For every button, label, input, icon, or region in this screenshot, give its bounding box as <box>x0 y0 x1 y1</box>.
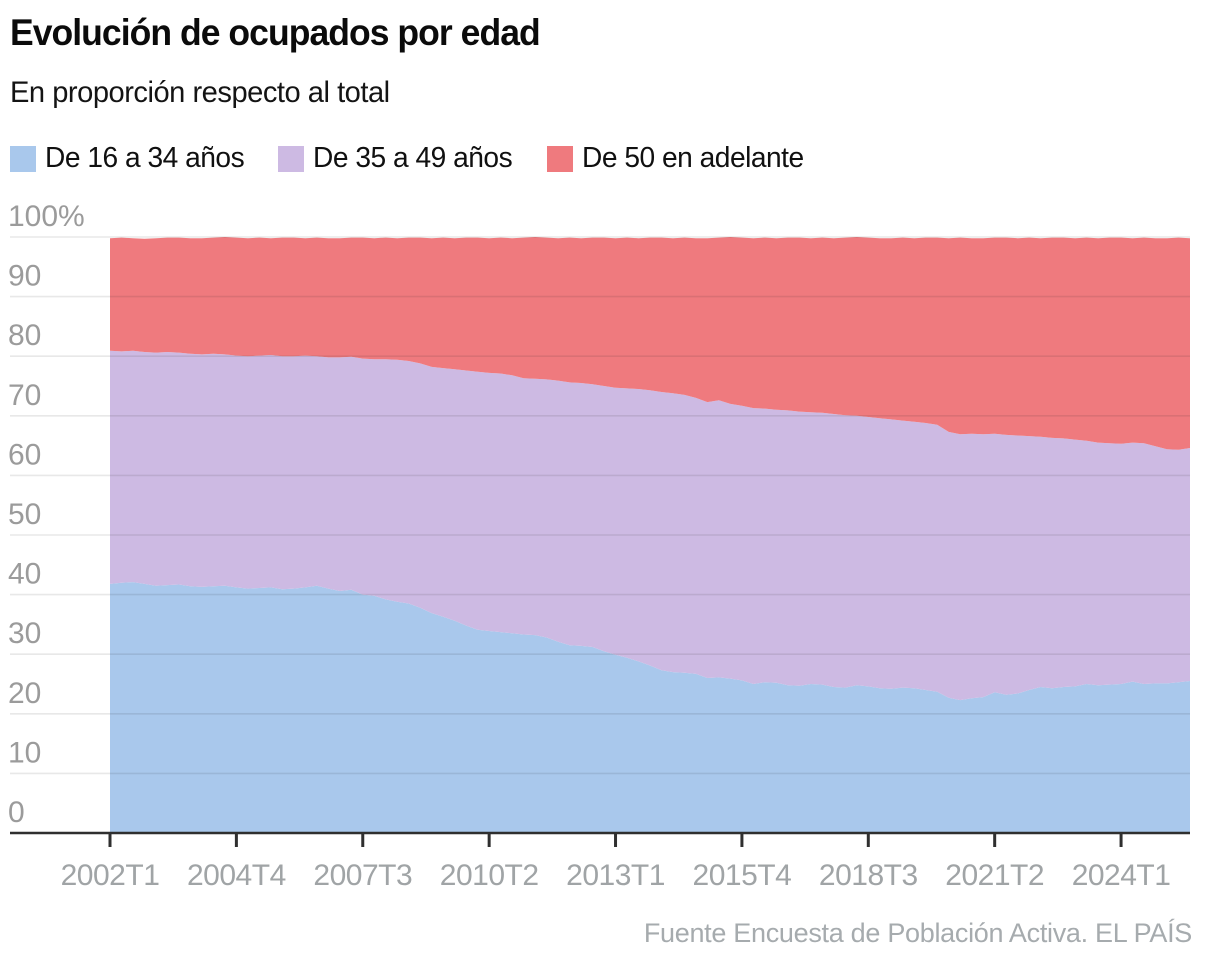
x-axis-label-2010T2: 2010T2 <box>440 859 539 892</box>
legend-label-16-34: De 16 a 34 años <box>45 142 245 174</box>
y-axis-label-80: 80 <box>8 319 41 352</box>
legend-item-50-plus: De 50 en adelante <box>546 142 811 175</box>
x-axis-label-2015T4: 2015T4 <box>693 859 792 892</box>
legend-label-35-49: De 35 a 49 años <box>313 142 513 174</box>
x-axis-label-2021T2: 2021T2 <box>945 859 1044 892</box>
x-axis-label-2002T1: 2002T1 <box>61 859 160 892</box>
page-title: Evolución de ocupados por edad <box>10 12 541 53</box>
y-axis-label-10: 10 <box>8 736 41 769</box>
x-axis-label-2004T4: 2004T4 <box>187 859 286 892</box>
legend-item-35-49: De 35 a 49 años <box>278 142 518 175</box>
area-35-49 <box>110 350 1190 701</box>
source-attribution: Fuente Encuesta de Población Activa. EL … <box>643 918 1192 948</box>
page-subtitle: En proporción respecto al total <box>10 76 390 109</box>
y-axis-label-40: 40 <box>8 558 41 591</box>
area-16-34 <box>110 582 1190 833</box>
y-axis-label-90: 90 <box>8 260 41 293</box>
legend-swatch-35-49-icon <box>278 145 305 172</box>
y-axis-label-70: 70 <box>8 379 41 412</box>
x-axis-label-2013T1: 2013T1 <box>566 859 665 892</box>
y-axis-label-60: 60 <box>8 438 41 471</box>
legend-item-16-34: De 16 a 34 años <box>10 142 250 175</box>
y-axis-label-50: 50 <box>8 498 41 531</box>
y-axis-label-0: 0 <box>8 796 25 829</box>
chart-legend: De 16 a 34 años De 35 a 49 años De 50 en… <box>10 142 838 175</box>
x-axis-label-2018T3: 2018T3 <box>819 859 918 892</box>
legend-label-50-plus: De 50 en adelante <box>581 142 804 174</box>
legend-swatch-16-34-icon <box>10 145 36 172</box>
legend-swatch-50-plus-icon <box>546 145 573 172</box>
y-axis-label-20: 20 <box>8 677 41 710</box>
x-axis-label-2007T3: 2007T3 <box>313 859 412 892</box>
area-50-plus <box>110 237 1190 450</box>
y-axis-label-30: 30 <box>8 617 41 650</box>
y-axis-label-100: 100% <box>8 200 85 233</box>
x-axis-label-2024T1: 2024T1 <box>1072 859 1171 892</box>
